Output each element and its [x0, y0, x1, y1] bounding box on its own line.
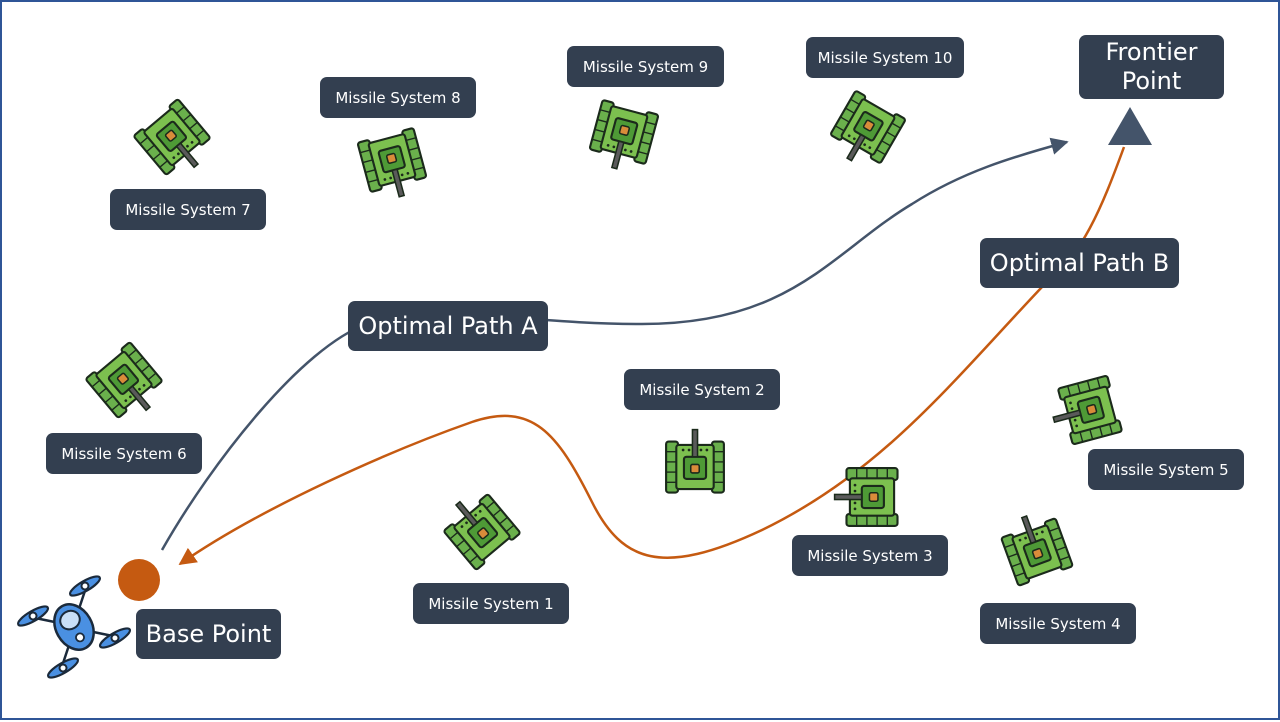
- missile-system-10-label: Missile System 10: [806, 37, 964, 78]
- frontier-triangle-marker-icon: [1108, 107, 1152, 145]
- tank-icon-missile-system-7: [132, 97, 220, 186]
- optimal-path-b-line: [178, 146, 1126, 566]
- optimal-path-a-line: [160, 137, 1069, 551]
- missile-system-8-label: Missile System 8: [320, 77, 476, 118]
- missile-system-7-label: Missile System 7: [110, 189, 266, 230]
- optimal-path-b-label: Optimal Path B: [980, 238, 1179, 288]
- missile-system-6-label: Missile System 6: [46, 433, 202, 474]
- tank-icon-missile-system-4: [995, 505, 1074, 587]
- tank-icon-missile-system-10: [823, 89, 907, 175]
- tank-icon-missile-system-9: [585, 98, 660, 177]
- drone-icon: [16, 575, 132, 679]
- tank-icon-missile-system-5: [1045, 374, 1124, 449]
- missile-system-9-label: Missile System 9: [567, 46, 724, 87]
- tank-icon-missile-system-3: [833, 467, 899, 527]
- missile-system-4-label: Missile System 4: [980, 603, 1136, 644]
- tank-icon-missile-system-6: [84, 340, 172, 429]
- base-point-label: Base Point: [136, 609, 281, 659]
- frontier-point-label: Frontier Point: [1079, 35, 1224, 99]
- tank-icon-missile-system-8: [356, 126, 431, 205]
- base-point-circle-marker-icon: [118, 559, 160, 601]
- tank-icon-missile-system-1: [434, 483, 522, 572]
- missile-system-5-label: Missile System 5: [1088, 449, 1244, 490]
- missile-system-1-label: Missile System 1: [413, 583, 569, 624]
- optimal-path-a-label: Optimal Path A: [348, 301, 548, 351]
- missile-system-2-label: Missile System 2: [624, 369, 780, 410]
- tank-icon-missile-system-2: [665, 428, 725, 494]
- missile-system-3-label: Missile System 3: [792, 535, 948, 576]
